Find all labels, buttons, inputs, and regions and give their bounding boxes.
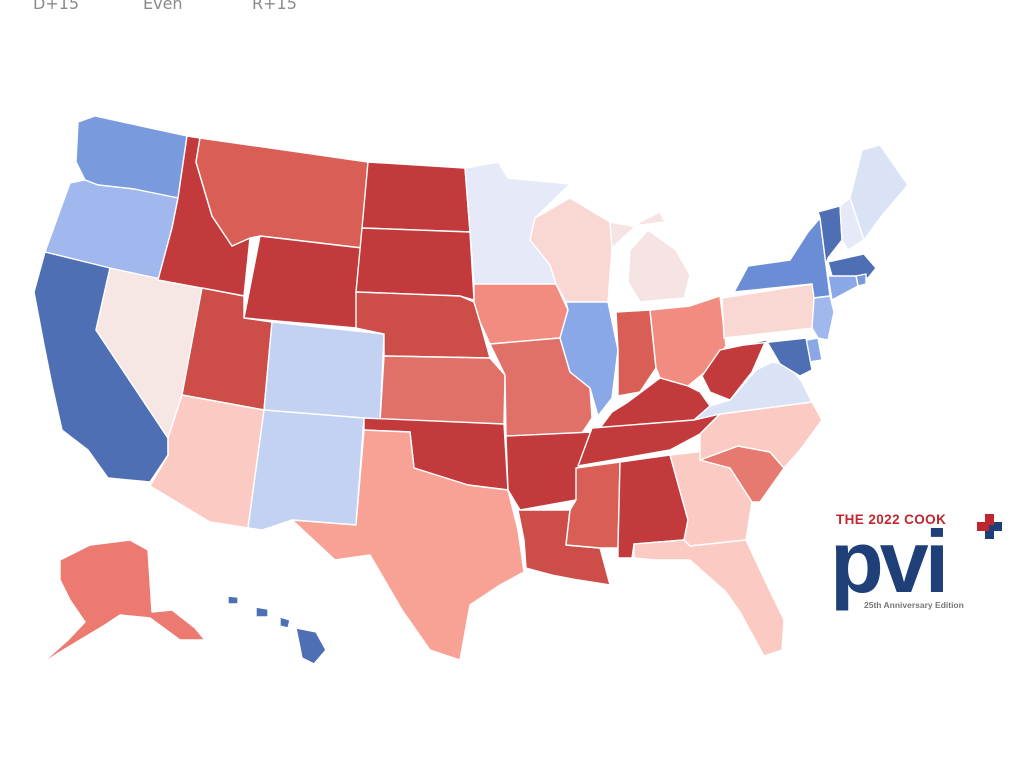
state-nd[interactable]: ND R+20 <box>361 161 471 233</box>
state-wy[interactable]: WY R+25 <box>243 235 363 329</box>
state-nj[interactable]: NJ D+6 <box>811 295 835 341</box>
state-ak[interactable]: AK R+8 <box>39 539 206 666</box>
pvi-wordmark: pvi <box>832 512 1002 611</box>
state-il[interactable]: IL D+7 <box>559 301 619 417</box>
state-ia[interactable]: IA R+6 <box>473 283 569 345</box>
state-me[interactable]: ME D+2 <box>849 144 909 241</box>
cook-pvi-logo: THE 2022 COOK pvi 25th Anniversary Editi… <box>832 508 1007 623</box>
legend-label-middle: Even <box>143 0 183 13</box>
logo-title: THE 2022 COOK <box>836 512 947 527</box>
state-co[interactable]: CO D+4 <box>263 321 385 423</box>
logo-subtitle: 25th Anniversary Edition <box>864 600 964 610</box>
state-ny[interactable]: NY D+10 <box>733 217 831 299</box>
state-nh[interactable]: NH Even <box>839 197 865 251</box>
state-fl[interactable]: FL R+3 <box>633 539 785 657</box>
wordmark-text: pvi <box>832 512 945 611</box>
state-mt[interactable]: MT R+11 <box>195 137 369 249</box>
state-ct[interactable]: CT D+7 <box>827 275 859 301</box>
state-ma[interactable]: MA D+15 <box>827 253 877 279</box>
state-nm[interactable]: NM D+3 <box>247 409 365 531</box>
state-md[interactable]: MD D+14 <box>743 337 813 377</box>
state-hi[interactable]: HI D+14 <box>227 595 327 665</box>
state-tx[interactable]: TX R+5 <box>291 429 525 661</box>
legend-label-left: D+15 <box>33 0 80 13</box>
plus-icon <box>977 514 1002 539</box>
state-mi[interactable]: MI R+1 <box>609 211 691 303</box>
legend-label-right: R+15 <box>252 0 297 13</box>
state-ks[interactable]: KS R+10 <box>379 355 506 425</box>
state-in[interactable]: IN R+11 <box>615 309 657 397</box>
state-sd[interactable]: SD R+16 <box>355 227 475 301</box>
